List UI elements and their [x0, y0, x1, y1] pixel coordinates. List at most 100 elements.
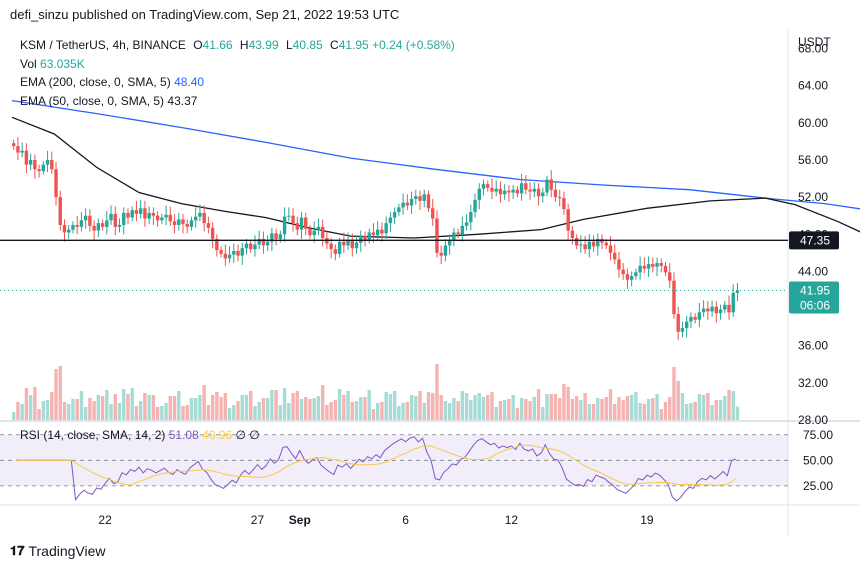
- time-tick-label: Sep: [289, 513, 311, 527]
- volume-bar: [422, 403, 426, 420]
- volume-bar: [236, 401, 240, 420]
- rsi-pane[interactable]: [0, 422, 788, 505]
- candle-body: [502, 190, 507, 195]
- volume-bar: [405, 402, 410, 420]
- candle-body: [249, 243, 253, 250]
- volume-bar: [613, 404, 617, 420]
- candle-body: [397, 207, 401, 212]
- time-tick-label: 22: [98, 513, 112, 527]
- candle-body: [253, 244, 257, 250]
- volume-bar: [177, 391, 181, 420]
- footer-brand[interactable]: TradingView: [28, 543, 106, 559]
- volume-bar: [88, 398, 92, 420]
- volume-bar: [426, 392, 431, 420]
- candle-body: [236, 251, 240, 256]
- volume-bar: [155, 407, 160, 420]
- rsi-line: [16, 436, 736, 502]
- chart-canvas[interactable]: USDT68.0064.0060.0056.0052.0048.0044.004…: [0, 30, 860, 540]
- candle-body: [100, 223, 105, 227]
- volume-bar: [498, 401, 503, 420]
- candle-body: [50, 160, 54, 170]
- volume-bar: [473, 395, 477, 420]
- candle-body: [524, 183, 528, 190]
- volume-bar: [452, 398, 456, 420]
- volume-bar: [392, 391, 397, 420]
- volume-bar: [181, 406, 185, 420]
- candle-body: [613, 252, 617, 260]
- price-tick-label: 64.00: [798, 79, 828, 93]
- price-tick-label: 68.00: [798, 42, 828, 56]
- ohlc-row: KSM / TetherUS, 4h, BINANCE O41.66 H43.9…: [20, 36, 455, 55]
- volume-bar: [41, 401, 46, 420]
- candle-body: [519, 183, 524, 194]
- candle-body: [160, 217, 164, 221]
- rsi-label[interactable]: RSI (14, close, SMA, 14, 2): [20, 428, 166, 442]
- volume-bar: [138, 401, 143, 420]
- time-tick-label: 12: [505, 513, 519, 527]
- candle-body: [562, 198, 566, 210]
- volume-bar: [83, 407, 88, 420]
- volume-bar: [210, 395, 215, 420]
- candle-body: [346, 240, 350, 246]
- candle-body: [426, 194, 431, 209]
- volume-bar: [54, 369, 58, 420]
- vol-label[interactable]: Vol: [20, 56, 37, 71]
- volume-bar: [668, 397, 672, 420]
- symbol-label[interactable]: KSM / TetherUS, 4h, BINANCE: [20, 38, 186, 52]
- ema200-line: [11, 99, 860, 210]
- volume-bar: [486, 395, 490, 420]
- candle-body: [663, 265, 668, 273]
- ema50-value: 43.37: [167, 93, 198, 108]
- candle-body: [388, 217, 393, 224]
- volume-bar: [676, 381, 680, 420]
- high-value: 43.99: [248, 38, 279, 52]
- volume-bar: [333, 400, 338, 420]
- volume-bar: [494, 407, 498, 420]
- candle-body: [646, 264, 651, 269]
- volume-bar: [541, 407, 545, 420]
- ema200-label[interactable]: EMA (200, close, 0, SMA, 5): [20, 75, 171, 89]
- candle-body: [28, 160, 33, 165]
- volume-bar: [583, 393, 587, 420]
- volume-bar: [401, 403, 405, 420]
- candle-body: [697, 312, 702, 320]
- rsi-tick-label: 25.00: [803, 479, 833, 493]
- volume-bar: [701, 395, 706, 420]
- volume-bar: [710, 405, 714, 420]
- volume-bar: [384, 392, 388, 420]
- volume-bar: [469, 400, 473, 420]
- candle-body: [672, 280, 676, 315]
- rsi-extra: ∅ ∅: [235, 428, 260, 442]
- price-tick-label: 28.00: [798, 413, 828, 427]
- candle-body: [634, 272, 638, 277]
- price-tick-label: 44.00: [798, 264, 828, 278]
- candle-body: [676, 314, 680, 332]
- volume-bar: [143, 393, 147, 420]
- ema50-label[interactable]: EMA (50, close, 0, SMA, 5): [20, 93, 165, 108]
- volume-bar: [376, 403, 380, 420]
- volume-bar: [608, 389, 613, 420]
- volume-bar: [371, 409, 376, 420]
- volume-bar: [519, 398, 524, 420]
- volume-bar: [185, 405, 189, 420]
- volume-bar: [287, 403, 291, 420]
- candle-body: [181, 219, 185, 225]
- candle-body: [655, 263, 659, 267]
- candle-body: [92, 225, 96, 231]
- candle-body: [304, 217, 308, 229]
- volume-bar: [329, 402, 333, 420]
- volume-bar: [604, 397, 608, 420]
- tradingview-logo-icon[interactable]: 𝟏𝟕: [10, 543, 25, 558]
- volume-bar: [37, 409, 41, 420]
- candle-body: [651, 264, 655, 267]
- volume-bar: [536, 389, 541, 420]
- candle-body: [16, 146, 20, 153]
- volume-bar: [625, 396, 630, 420]
- volume-bar: [718, 400, 723, 420]
- low-label: L: [285, 38, 293, 52]
- volume-bar: [507, 399, 511, 420]
- candle-body: [545, 179, 549, 193]
- candle-body: [350, 240, 355, 249]
- candle-body: [96, 223, 101, 231]
- candle-body: [79, 220, 84, 227]
